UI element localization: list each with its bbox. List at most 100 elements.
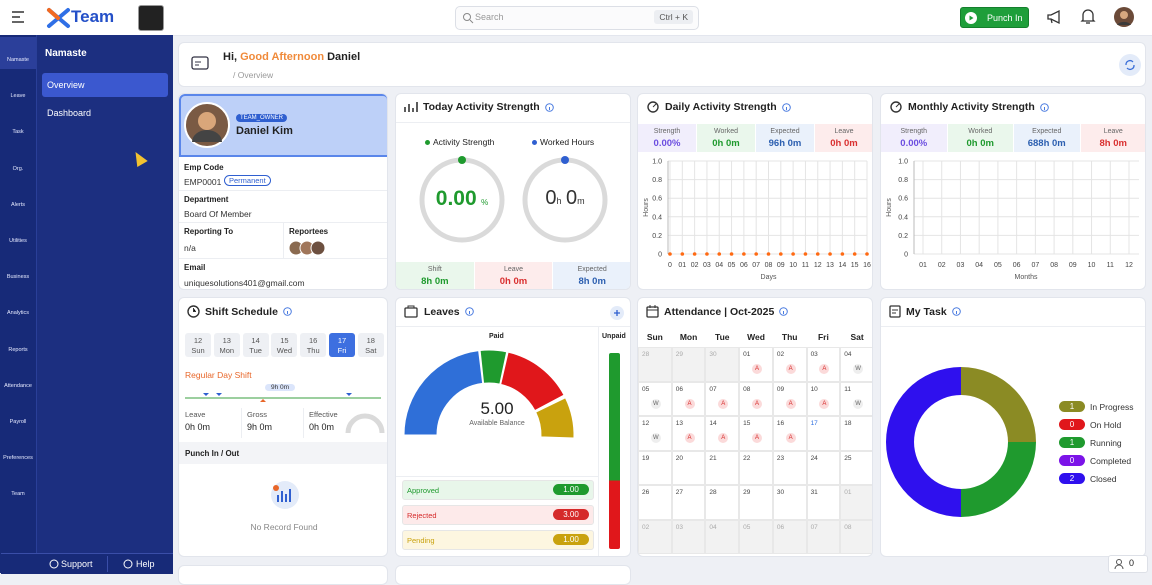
calendar-day[interactable]: 05 W: [638, 381, 672, 416]
bell-icon[interactable]: [1080, 8, 1096, 25]
calendar-day[interactable]: 08: [840, 519, 872, 554]
calendar-day[interactable]: 02 A: [772, 347, 807, 382]
subnav-item[interactable]: Dashboard: [47, 108, 92, 118]
calendar-day[interactable]: 10 A: [806, 381, 841, 416]
day-status: A: [751, 398, 762, 409]
legend-count: 1: [1059, 401, 1085, 412]
rail-label[interactable]: Payroll: [9, 419, 27, 425]
calendar-day[interactable]: 21: [705, 450, 740, 485]
calendar-day[interactable]: 09 A: [772, 381, 807, 416]
info-icon[interactable]: [781, 102, 791, 112]
series-point: [754, 252, 758, 256]
day-number: 12: [642, 420, 650, 427]
calendar-day[interactable]: 01 A: [739, 347, 773, 382]
calendar-day[interactable]: 29: [739, 485, 773, 520]
calendar-day[interactable]: 28: [638, 347, 672, 382]
menu-icon[interactable]: [11, 10, 25, 24]
calendar-day[interactable]: 07 A: [705, 381, 740, 416]
calendar-day[interactable]: 01: [840, 485, 872, 520]
shift-day[interactable]: 18 Sat: [357, 333, 384, 357]
calendar-day[interactable]: 30: [705, 347, 740, 382]
info-icon[interactable]: [779, 307, 789, 316]
shift-day[interactable]: 14 Tue: [242, 333, 269, 357]
logo-mark: [47, 8, 70, 28]
calendar-day[interactable]: 31: [806, 485, 841, 520]
calendar-day[interactable]: 05: [739, 519, 773, 554]
rail-label[interactable]: Reports: [8, 346, 28, 353]
card-header: Attendance | Oct-2025: [646, 305, 789, 318]
stat: Expected 96h 0m: [756, 124, 815, 152]
calendar-day[interactable]: 30: [772, 485, 807, 520]
announce-icon[interactable]: [1046, 9, 1064, 25]
shift-day[interactable]: 15 Wed: [271, 333, 298, 357]
rail-label[interactable]: Task: [12, 129, 24, 136]
add-leave-button[interactable]: [610, 306, 624, 320]
rail-label[interactable]: Utilities: [9, 238, 27, 244]
info-icon[interactable]: [951, 307, 961, 316]
calendar-day[interactable]: 15 A: [739, 416, 773, 451]
day-number: 24: [810, 454, 818, 462]
calendar-day[interactable]: 08 A: [739, 381, 773, 416]
calendar-day[interactable]: 06 A: [671, 381, 706, 416]
rail-label[interactable]: Alerts: [10, 201, 26, 208]
online-widget[interactable]: 0: [1108, 555, 1148, 573]
calendar-day[interactable]: 06: [772, 519, 807, 554]
calendar-day[interactable]: 03 A: [806, 347, 841, 382]
rail-label[interactable]: Analytics: [6, 310, 29, 317]
stat: Strength 0.00%: [881, 124, 948, 152]
rail-label[interactable]: Business: [6, 274, 30, 281]
calendar-day[interactable]: 11 W: [840, 381, 872, 416]
rail-label[interactable]: Preferences: [3, 455, 33, 462]
calendar-day[interactable]: 18: [840, 416, 872, 451]
gauge-segment: [403, 350, 484, 436]
emp-type-badge: Permanent: [224, 175, 271, 186]
day-number: 19: [642, 454, 650, 462]
info-icon[interactable]: [464, 307, 474, 316]
subnav-item[interactable]: Overview: [42, 73, 168, 97]
calendar-day[interactable]: 02: [638, 519, 672, 554]
calendar-day[interactable]: 22: [739, 450, 773, 485]
calendar-day[interactable]: 17: [806, 416, 841, 451]
calendar-day[interactable]: 28: [705, 485, 740, 520]
rail-label[interactable]: Team: [11, 491, 25, 498]
shift-weekday: Thu: [306, 346, 320, 355]
calendar-day[interactable]: 20: [671, 450, 706, 485]
rail-label[interactable]: Namaste: [6, 57, 29, 63]
calendar-day[interactable]: 13 A: [671, 416, 706, 451]
info-icon[interactable]: [544, 102, 554, 112]
calendar-day[interactable]: 19: [638, 450, 672, 485]
refresh-button[interactable]: [1119, 54, 1141, 76]
info-icon[interactable]: [1039, 102, 1049, 112]
calendar-day[interactable]: 26: [638, 485, 672, 520]
shift-day[interactable]: 17 Fri: [329, 333, 355, 357]
help-link[interactable]: Help: [136, 559, 155, 569]
greeting-card: Hi, Good Afternoon Daniel / Overview: [178, 42, 1146, 87]
calendar-day[interactable]: 04: [705, 519, 740, 554]
calendar-day[interactable]: 07: [806, 519, 841, 554]
user-avatar[interactable]: [1114, 7, 1134, 27]
calendar-day[interactable]: 23: [772, 450, 807, 485]
support-link[interactable]: Support: [61, 559, 93, 569]
day-number: 25: [844, 454, 852, 462]
shift-day[interactable]: 16 Thu: [300, 333, 327, 357]
rail-label[interactable]: Org.: [12, 165, 24, 172]
rail-label[interactable]: Leave: [10, 93, 26, 100]
calendar-day[interactable]: 29: [671, 347, 706, 382]
calendar-day[interactable]: 12 W: [638, 416, 672, 451]
calendar-day[interactable]: 14 A: [705, 416, 740, 451]
weekday: Wed: [747, 332, 765, 342]
calendar-day[interactable]: 04 W: [840, 347, 872, 382]
info-icon[interactable]: [283, 307, 292, 316]
shift-day[interactable]: 12 Sun: [185, 333, 211, 357]
calendar-day[interactable]: 03: [671, 519, 706, 554]
calendar-day[interactable]: 16 A: [772, 416, 807, 451]
rail-label[interactable]: Attendance: [4, 382, 32, 389]
calendar-day[interactable]: 25: [840, 450, 872, 485]
shift-day[interactable]: 13 Mon: [213, 333, 240, 357]
x-tick-label: 11: [802, 262, 809, 269]
search-box[interactable]: Search Ctrl + K: [455, 6, 699, 30]
calendar-day[interactable]: 24: [806, 450, 841, 485]
punch-in-button[interactable]: Punch In: [960, 7, 1029, 28]
calendar-day[interactable]: 27: [671, 485, 706, 520]
breadcrumb: / Overview: [223, 70, 273, 80]
